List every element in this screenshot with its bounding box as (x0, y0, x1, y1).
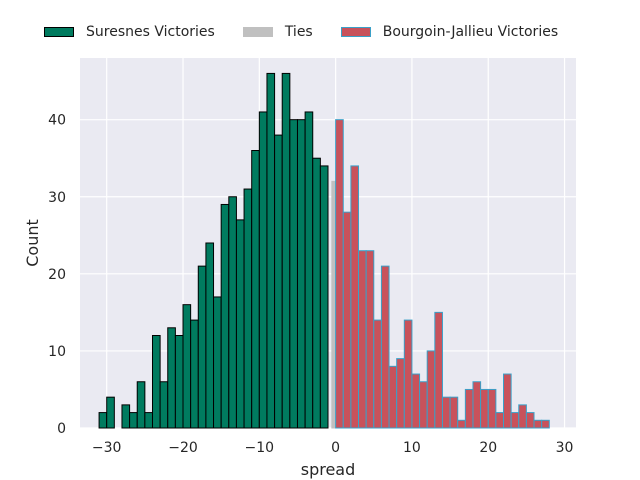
bar-series-0 (174, 335, 184, 429)
bar-series-2 (472, 381, 482, 429)
legend-label-suresnes: Suresnes Victories (86, 24, 215, 40)
legend-label-bourgoin: Bourgoin-Jallieu Victories (382, 24, 559, 40)
bar-series-0 (213, 296, 222, 429)
bar-series-0 (220, 203, 230, 429)
legend-item-ties: Ties (242, 24, 313, 40)
bar-series-2 (350, 165, 360, 429)
bar-series-2 (335, 119, 344, 429)
y-axis-label: Count (23, 219, 42, 267)
bar-series-2 (365, 250, 375, 429)
legend: Suresnes Victories Ties Bourgoin-Jallieu… (44, 24, 586, 40)
bar-series-2 (518, 404, 527, 429)
legend-swatch-bourgoin (340, 27, 371, 37)
tick-labels: −30 −20 −10 0 10 20 30 0 10 20 30 40 (48, 113, 573, 456)
x-tick-label: 20 (479, 440, 497, 456)
bar-series-2 (441, 396, 451, 429)
bar-series-0 (106, 396, 115, 429)
bar-series-0 (258, 111, 268, 429)
bar-series-0 (235, 219, 245, 429)
y-tick-label: 20 (48, 267, 66, 283)
bar-series-2 (342, 211, 352, 429)
bar-series-0 (251, 150, 260, 429)
bar-series-0 (159, 381, 169, 429)
legend-label-ties: Ties (284, 24, 313, 40)
bar-series-2 (419, 381, 428, 429)
bar-series-0 (266, 72, 276, 429)
bar-series-0 (296, 119, 306, 429)
legend-swatch-suresnes (44, 27, 74, 37)
x-tick-label: −20 (168, 440, 198, 456)
bar-series-2 (358, 250, 367, 429)
bar-series-2 (541, 419, 550, 429)
bar-series-0 (312, 157, 321, 429)
bar-series-0 (205, 242, 215, 429)
bar-series-2 (533, 419, 543, 429)
bar-series-0 (121, 404, 131, 429)
bar-series-2 (487, 388, 497, 429)
y-tick-label: 0 (57, 421, 66, 437)
x-tick-label: 10 (403, 440, 421, 456)
x-tick-label: 0 (331, 440, 340, 456)
bar-series-0 (182, 304, 192, 429)
bar-series-0 (289, 119, 298, 429)
bar-series-2 (457, 419, 466, 429)
legend-item-bourgoin: Bourgoin-Jallieu Victories (340, 24, 559, 40)
bar-series-0 (167, 327, 176, 429)
bar-series-2 (380, 265, 390, 429)
bar-series-2 (434, 311, 443, 429)
x-axis-label: spread (301, 460, 356, 479)
legend-item-suresnes: Suresnes Victories (44, 24, 215, 40)
bar-series-2 (449, 396, 459, 429)
bar-series-2 (396, 358, 405, 429)
x-tick-label: −10 (245, 440, 275, 456)
bars (98, 72, 550, 429)
y-tick-label: 30 (48, 190, 66, 206)
x-tick-label: 30 (556, 440, 574, 456)
bar-series-2 (464, 388, 474, 429)
bar-series-0 (144, 412, 153, 429)
bar-series-2 (480, 388, 489, 429)
bar-series-2 (426, 350, 436, 429)
bar-series-2 (388, 365, 398, 429)
bar-series-0 (274, 134, 283, 429)
x-tick-label: −30 (92, 440, 122, 456)
legend-swatch-ties (242, 27, 273, 37)
bar-series-0 (136, 381, 146, 429)
bar-series-2 (495, 412, 505, 429)
bar-series-0 (98, 412, 108, 429)
bar-series-2 (403, 319, 413, 429)
bar-series-2 (525, 412, 535, 429)
bar-series-0 (304, 111, 314, 429)
bar-series-2 (411, 373, 421, 429)
bar-series-0 (319, 165, 329, 429)
bar-series-0 (129, 412, 138, 429)
bar-series-2 (510, 412, 520, 429)
bar-series-0 (228, 196, 237, 429)
bar-series-2 (373, 319, 382, 429)
bar-series-0 (281, 72, 291, 429)
bar-series-0 (190, 319, 199, 429)
bar-series-0 (151, 335, 161, 429)
bar-series-2 (503, 373, 512, 429)
y-tick-label: 10 (48, 344, 66, 360)
bar-series-0 (197, 265, 207, 429)
bar-series-0 (243, 188, 253, 429)
y-tick-label: 40 (48, 113, 66, 129)
